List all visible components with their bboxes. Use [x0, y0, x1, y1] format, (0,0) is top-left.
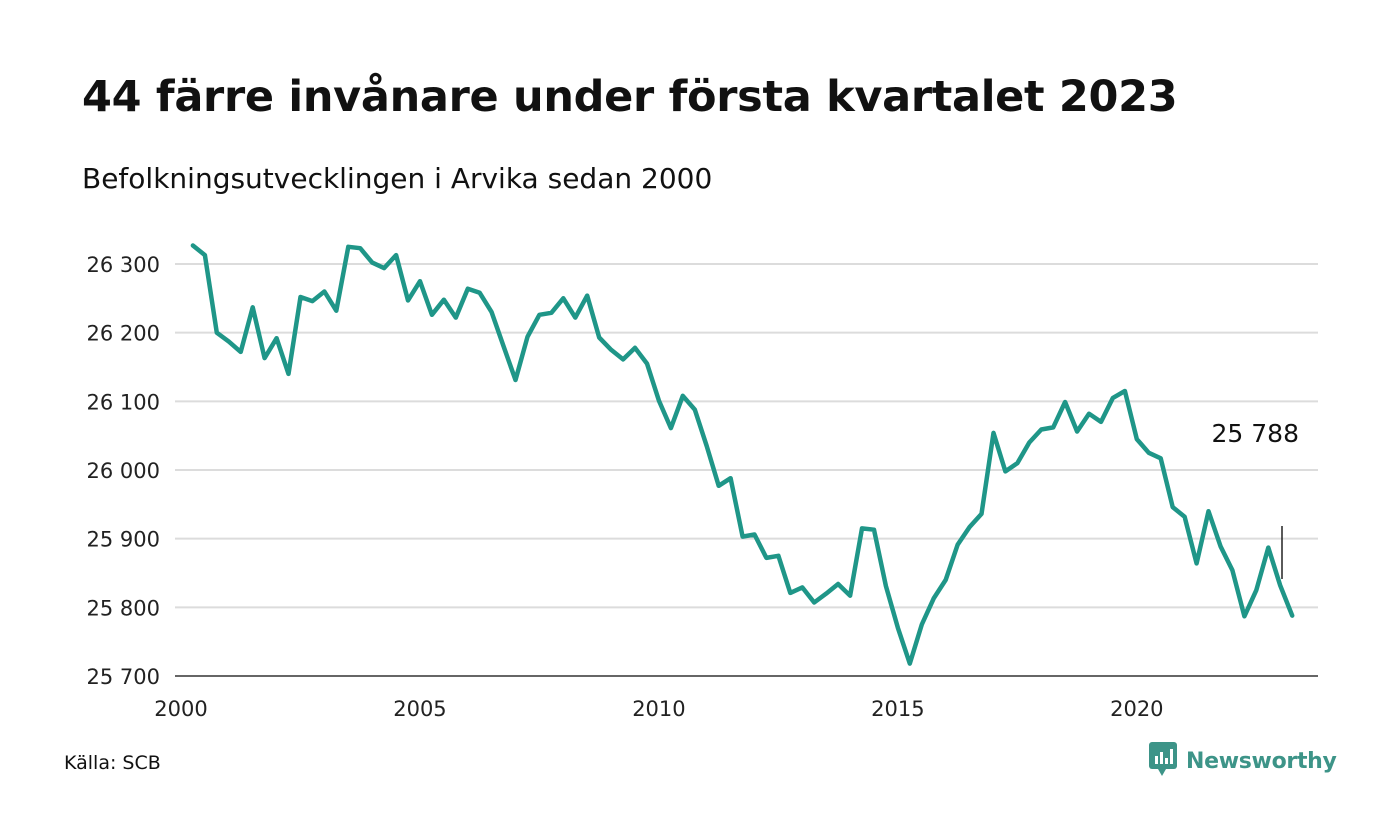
x-tick-label: 2020 [1110, 697, 1163, 721]
y-tick-label: 26 000 [87, 459, 160, 483]
x-tick-label: 2005 [393, 697, 446, 721]
x-axis-ticks: 2000 2005 2010 2015 2020 [154, 697, 1163, 721]
annotation-label: 25 788 [1212, 419, 1299, 448]
gridlines [175, 263, 1318, 677]
x-tick-label: 2000 [154, 697, 207, 721]
brand-logo[interactable]: Newsworthy [1148, 741, 1337, 781]
series-layer [190, 243, 1295, 666]
y-tick-label: 26 100 [87, 390, 160, 414]
brand-name: Newsworthy [1186, 748, 1337, 774]
series-line [190, 243, 1295, 666]
y-axis-ticks: 25 700 25 800 25 900 26 000 26 100 26 200 26 3… [87, 253, 160, 689]
source-note: Källa: SCB [64, 752, 161, 774]
chart-title: 44 färre invånare under första kvartalet… [82, 72, 1178, 122]
y-tick-label: 25 800 [87, 596, 160, 620]
y-tick-label: 26 200 [87, 322, 160, 346]
annotation-layer: 25 788 [1212, 419, 1299, 579]
chart-subtitle: Befolkningsutvecklingen i Arvika sedan 2… [82, 162, 713, 195]
x-tick-label: 2015 [871, 697, 924, 721]
y-tick-label: 25 900 [87, 528, 160, 552]
newsworthy-logo-icon [1148, 741, 1178, 781]
y-tick-label: 26 300 [87, 253, 160, 277]
y-tick-label: 25 700 [87, 665, 160, 689]
x-tick-label: 2010 [632, 697, 685, 721]
